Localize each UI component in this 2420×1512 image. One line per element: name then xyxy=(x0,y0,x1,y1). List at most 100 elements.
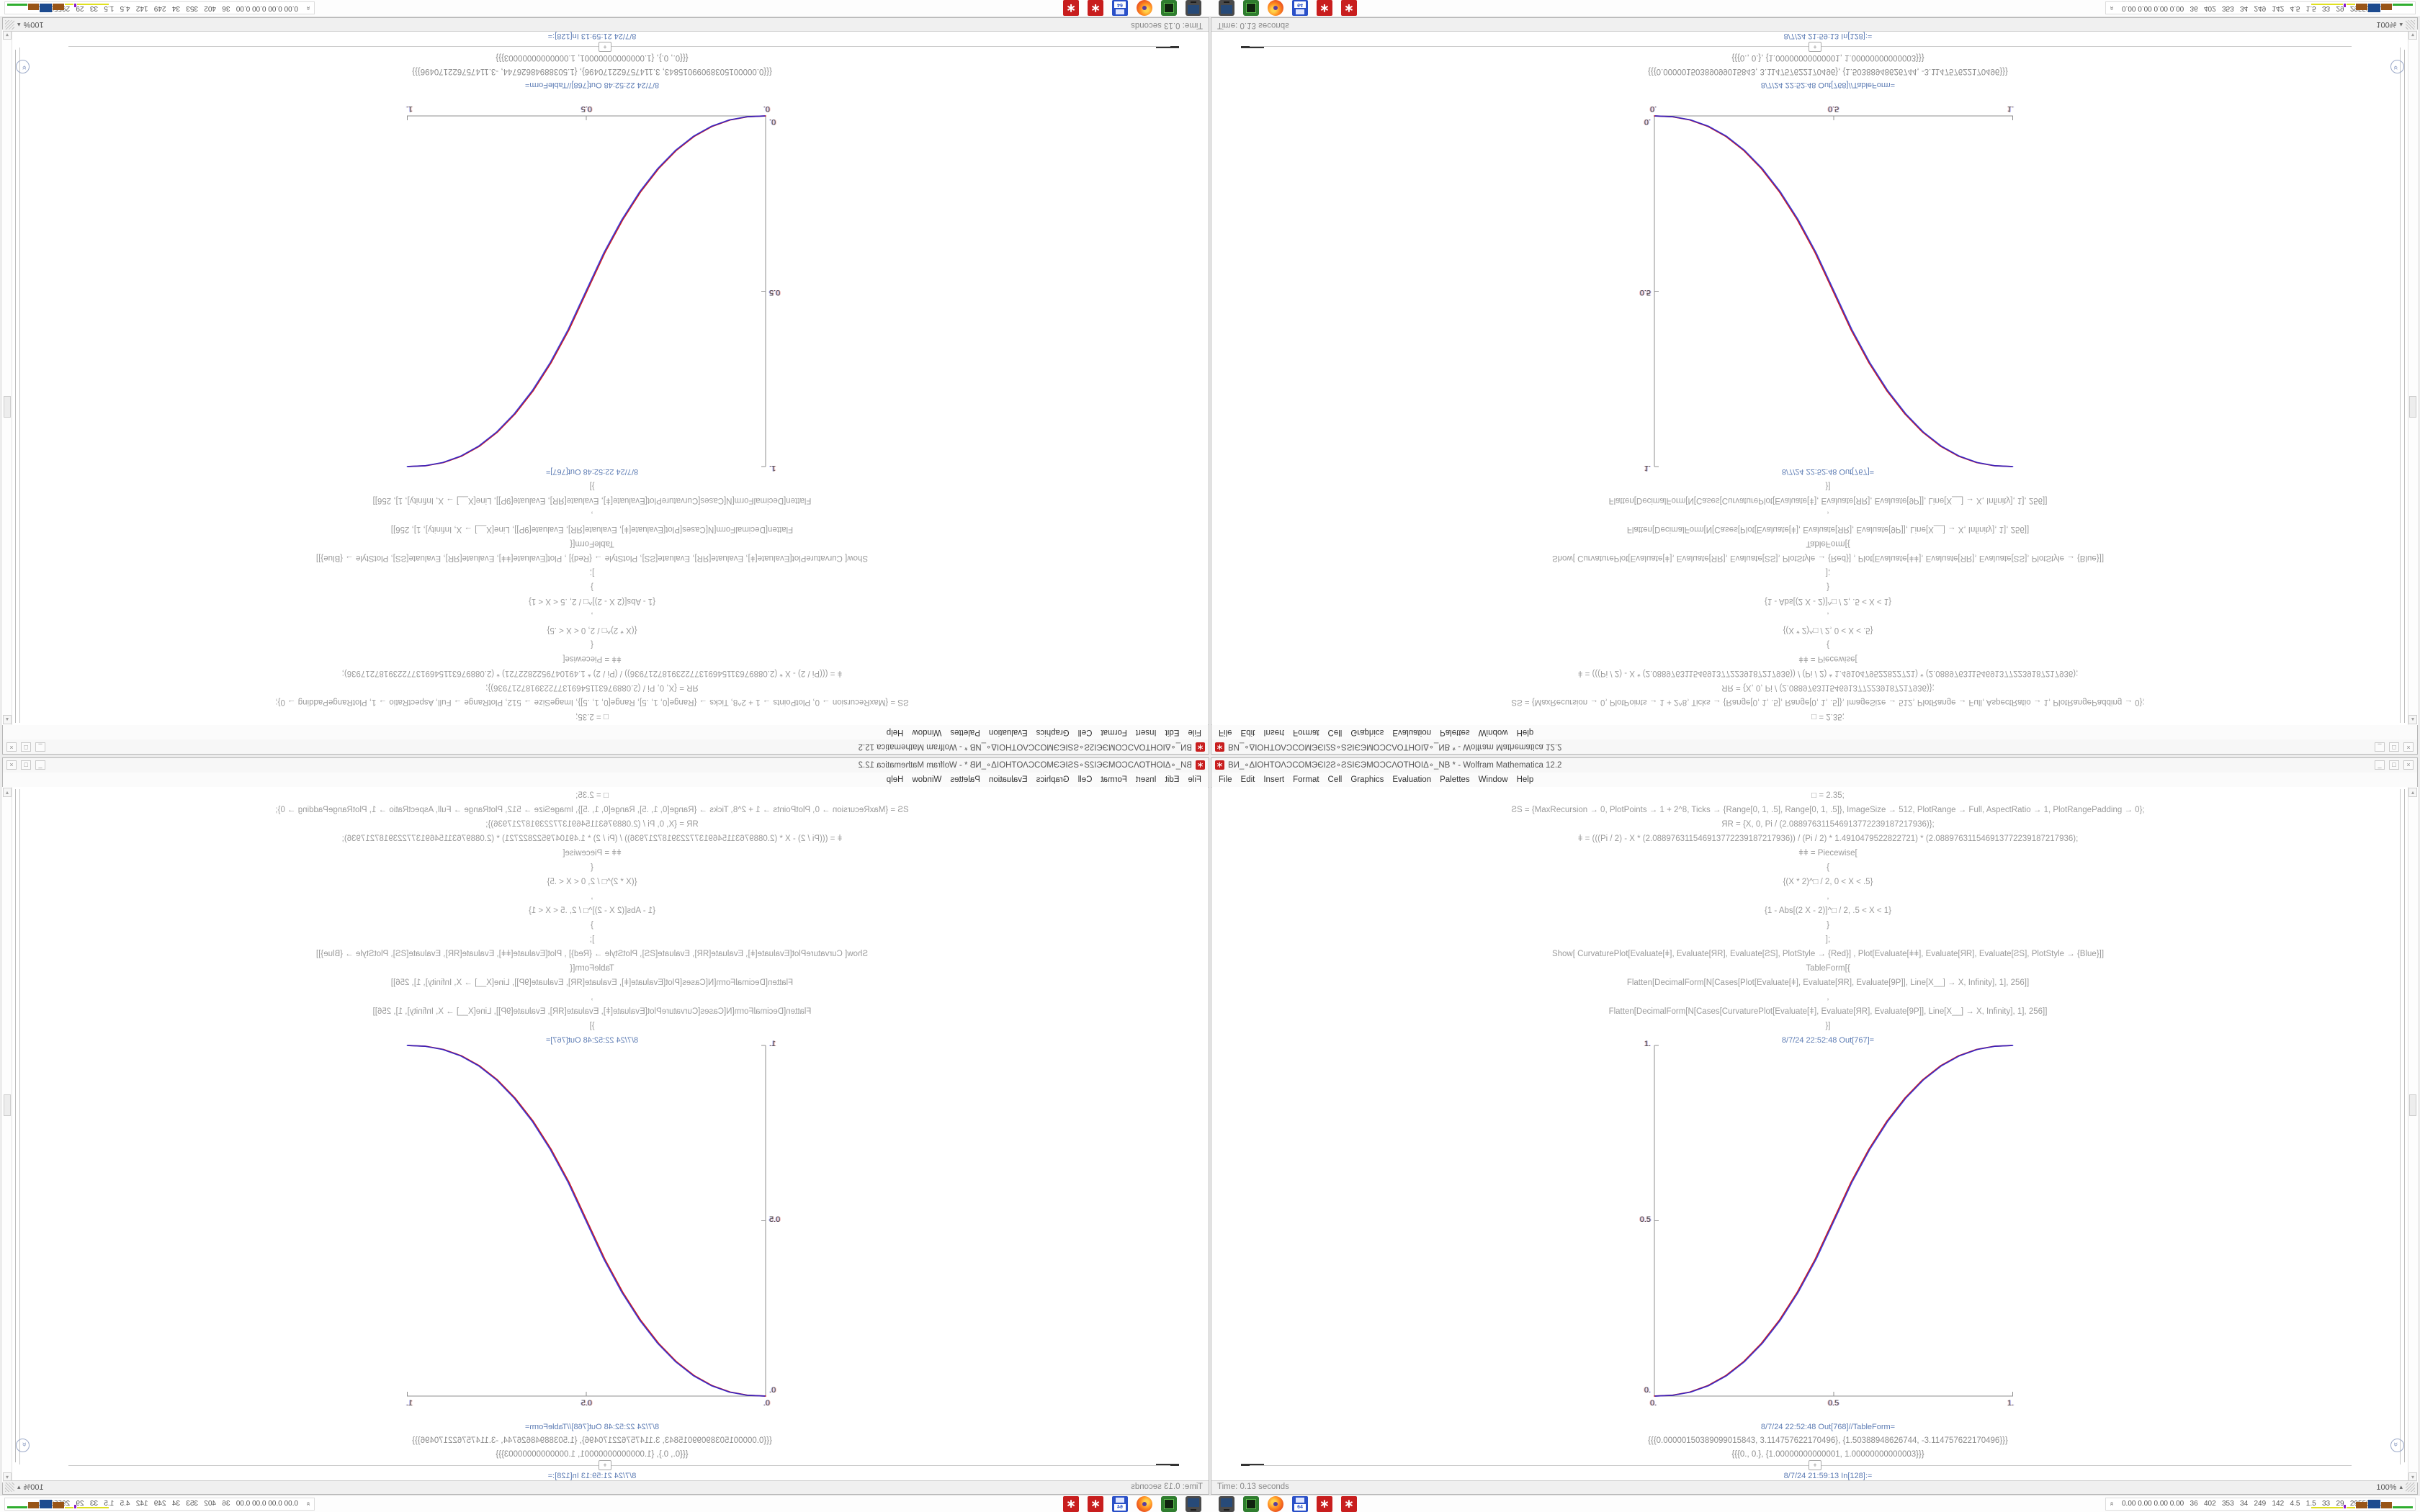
cell-group-bracket-outer[interactable] xyxy=(2404,789,2405,1462)
cell-group-bracket-inner[interactable] xyxy=(19,48,20,723)
file-manager-icon[interactable] xyxy=(1186,0,1201,16)
zoom-level[interactable]: 100% xyxy=(23,1482,44,1492)
minimize-button[interactable]: _ xyxy=(2375,742,2385,752)
package-manager-icon[interactable] xyxy=(1161,0,1177,16)
maximize-button[interactable]: □ xyxy=(2389,742,2399,752)
cell-group-bracket-inner[interactable] xyxy=(2400,48,2401,723)
close-button[interactable]: × xyxy=(6,742,17,752)
tray-expand-icon[interactable]: » xyxy=(2107,6,2116,11)
menu-evaluation[interactable]: Evaluation xyxy=(1392,728,1432,737)
menu-insert[interactable]: Insert xyxy=(1263,728,1285,737)
menu-edit[interactable]: Edit xyxy=(1240,775,1255,784)
resize-grip[interactable] xyxy=(5,20,14,30)
file-manager-icon[interactable] xyxy=(1219,0,1234,16)
scroll-up-icon[interactable]: ▴ xyxy=(2408,788,2417,797)
close-button[interactable]: × xyxy=(6,760,17,770)
cell-insert-plus-button[interactable]: + xyxy=(1809,1460,1821,1470)
scrollbar-thumb[interactable] xyxy=(4,1094,11,1116)
menu-window[interactable]: Window xyxy=(1478,728,1508,737)
menu-insert[interactable]: Insert xyxy=(1263,775,1285,784)
zoom-caret-icon[interactable]: ▴ xyxy=(2399,22,2403,29)
tray-expand-icon[interactable]: » xyxy=(304,6,313,11)
mathematica-kernel-icon[interactable]: ∗ xyxy=(1088,1496,1103,1512)
scroll-up-icon[interactable]: ▴ xyxy=(3,715,12,724)
firefox-icon[interactable] xyxy=(1268,0,1283,16)
mathematica-icon[interactable]: ∗ xyxy=(1063,0,1079,16)
menu-file[interactable]: File xyxy=(1219,728,1232,737)
scrollbar-thumb[interactable] xyxy=(4,396,11,418)
menu-cell[interactable]: Cell xyxy=(1077,728,1093,737)
cell-insertion-bar[interactable] xyxy=(1250,46,2352,47)
cell-group-bracket-outer[interactable] xyxy=(15,789,16,1462)
cell-insert-plus-button[interactable]: + xyxy=(599,42,611,52)
minimize-button[interactable]: _ xyxy=(35,742,45,752)
title-bar[interactable]: ∗ ВИ_∘ΔΙΟΗΤΟΛƆCOMЭЄΙ2Ƨ∘ƧSΙЄЭMOƆCΛΟΤΗΟΙΔ∘… xyxy=(3,739,1209,754)
menu-graphics[interactable]: Graphics xyxy=(1350,775,1384,784)
mathematica-icon[interactable]: ∗ xyxy=(1063,1496,1079,1512)
menu-help[interactable]: Help xyxy=(886,728,904,737)
maximize-button[interactable]: □ xyxy=(2389,760,2399,770)
zoom-level[interactable]: 100% xyxy=(23,20,44,30)
tray-expand-icon[interactable]: » xyxy=(304,1501,313,1506)
menu-palettes[interactable]: Palettes xyxy=(950,775,980,784)
floppy-64-icon[interactable]: 64 xyxy=(1292,1496,1308,1512)
menu-palettes[interactable]: Palettes xyxy=(1440,775,1470,784)
cell-insertion-bar[interactable] xyxy=(68,1465,1170,1466)
menu-evaluation[interactable]: Evaluation xyxy=(988,728,1028,737)
scrollbar-thumb[interactable] xyxy=(2409,1094,2416,1116)
cell-insert-plus-button[interactable]: + xyxy=(1809,42,1821,52)
maximize-button[interactable]: □ xyxy=(21,760,31,770)
floppy-64-icon[interactable]: 64 xyxy=(1112,0,1128,16)
menu-graphics[interactable]: Graphics xyxy=(1036,728,1070,737)
menu-palettes[interactable]: Palettes xyxy=(950,728,980,737)
maximize-button[interactable]: □ xyxy=(21,742,31,752)
resize-grip[interactable] xyxy=(2406,20,2415,30)
menu-file[interactable]: File xyxy=(1219,775,1232,784)
menu-edit[interactable]: Edit xyxy=(1165,775,1180,784)
menu-cell[interactable]: Cell xyxy=(1077,775,1093,784)
menu-file[interactable]: File xyxy=(1188,728,1201,737)
vertical-scrollbar[interactable]: ▴ ▾ xyxy=(2408,30,2418,725)
notebook-content[interactable]: □ = 2.35; ƧS = {MaxRecursion → 0, PlotPoi… xyxy=(2,30,1208,725)
menu-insert[interactable]: Insert xyxy=(1135,728,1157,737)
vertical-scrollbar[interactable]: ▴ ▾ xyxy=(2408,787,2418,1482)
notebook-content[interactable]: □ = 2.35; ƧS = {MaxRecursion → 0, PlotPoi… xyxy=(2,787,1208,1482)
title-bar[interactable]: ∗ ВИ_∘ΔΙΟΗΤΟΛƆCOMЭЄΙ2Ƨ∘ƧSΙЄЭMOƆCΛΟΤΗΟΙΔ∘… xyxy=(1211,758,2417,773)
zoom-caret-icon[interactable]: ▴ xyxy=(17,22,21,29)
resize-grip[interactable] xyxy=(2406,1482,2415,1492)
cell-group-bracket-outer[interactable] xyxy=(15,50,16,723)
scroll-up-icon[interactable]: ▴ xyxy=(3,788,12,797)
menu-insert[interactable]: Insert xyxy=(1135,775,1157,784)
menu-evaluation[interactable]: Evaluation xyxy=(988,775,1028,784)
floppy-64-icon[interactable]: 64 xyxy=(1292,0,1308,16)
package-manager-icon[interactable] xyxy=(1243,0,1259,16)
cell-group-bracket-inner[interactable] xyxy=(2400,789,2401,1464)
vertical-scrollbar[interactable]: ▴ ▾ xyxy=(2,787,12,1482)
menu-graphics[interactable]: Graphics xyxy=(1350,728,1384,737)
menu-format[interactable]: Format xyxy=(1293,728,1319,737)
menu-palettes[interactable]: Palettes xyxy=(1440,728,1470,737)
menu-help[interactable]: Help xyxy=(1516,728,1534,737)
tray-expand-icon[interactable]: » xyxy=(2107,1501,2116,1506)
menu-help[interactable]: Help xyxy=(886,775,904,784)
scrollbar-thumb[interactable] xyxy=(2409,396,2416,418)
vertical-scrollbar[interactable]: ▴ ▾ xyxy=(2,30,12,725)
zoom-caret-icon[interactable]: ▴ xyxy=(17,1483,21,1490)
zoom-level[interactable]: 100% xyxy=(2376,1482,2397,1492)
mathematica-kernel-icon[interactable]: ∗ xyxy=(1088,0,1103,16)
firefox-icon[interactable] xyxy=(1137,1496,1152,1512)
file-manager-icon[interactable] xyxy=(1219,1496,1234,1512)
cell-group-bracket-inner[interactable] xyxy=(19,789,20,1464)
cell-insertion-bar[interactable] xyxy=(68,46,1170,47)
floppy-64-icon[interactable]: 64 xyxy=(1112,1496,1128,1512)
menu-edit[interactable]: Edit xyxy=(1240,728,1255,737)
menu-window[interactable]: Window xyxy=(912,775,942,784)
menu-edit[interactable]: Edit xyxy=(1165,728,1180,737)
scroll-up-icon[interactable]: ▴ xyxy=(2408,715,2417,724)
package-manager-icon[interactable] xyxy=(1243,1496,1259,1512)
cell-insertion-bar[interactable] xyxy=(1250,1465,2352,1466)
minimize-button[interactable]: _ xyxy=(2375,760,2385,770)
menu-window[interactable]: Window xyxy=(1478,775,1508,784)
menu-format[interactable]: Format xyxy=(1101,775,1127,784)
resize-grip[interactable] xyxy=(5,1482,14,1492)
